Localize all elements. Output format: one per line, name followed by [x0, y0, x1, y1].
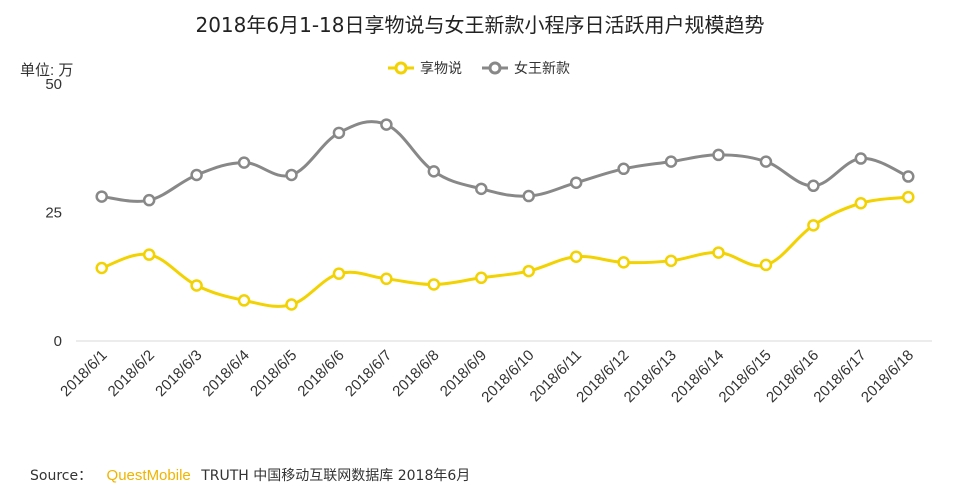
chart-title: 2018年6月1-18日享物说与女王新款小程序日活跃用户规模趋势: [195, 13, 764, 37]
series-line-1: [100, 120, 910, 203]
data-point: [285, 168, 298, 182]
x-tick-label: 2018/6/18: [858, 347, 917, 406]
series-points: [95, 118, 915, 311]
data-point: [380, 118, 393, 131]
data-point: [902, 170, 915, 183]
y-axis: 0 25 50: [45, 76, 62, 350]
legend-marker-nvwangxinkuan: [488, 61, 502, 75]
source-note: Source： QuestMobile TRUTH 中国移动互联网数据库 201…: [30, 467, 470, 484]
data-point: [759, 258, 773, 272]
data-point: [427, 165, 441, 178]
data-point: [569, 250, 583, 263]
y-tick-label: 25: [45, 205, 62, 222]
data-point: [664, 155, 678, 168]
data-point: [190, 279, 203, 292]
data-point: [237, 294, 251, 307]
series-line-0: [100, 195, 910, 308]
data-point: [332, 267, 346, 280]
data-point: [854, 152, 868, 165]
legend-label-xiangwushuo: 享物说: [420, 60, 462, 77]
data-point: [142, 248, 156, 261]
data-point: [807, 179, 820, 193]
x-tick-label: 2018/6/1: [57, 347, 110, 400]
data-point: [569, 176, 583, 189]
source-prefix: Source：: [30, 468, 92, 484]
data-point: [617, 256, 630, 269]
data-point: [522, 264, 535, 278]
data-point: [807, 219, 820, 232]
data-point: [95, 190, 108, 203]
data-point: [285, 298, 298, 311]
x-axis: 2018/6/12018/6/22018/6/32018/6/42018/6/5…: [57, 347, 917, 406]
x-tick-label: 2018/6/2: [105, 347, 158, 400]
data-point: [712, 246, 725, 259]
legend-label-nvwangxinkuan: 女王新款: [514, 60, 570, 77]
x-tick-label: 2018/6/7: [342, 347, 395, 400]
data-point: [664, 254, 678, 268]
legend: 享物说 女王新款: [388, 60, 570, 77]
x-tick-label: 2018/6/3: [152, 347, 205, 400]
source-suffix: TRUTH 中国移动互联网数据库 2018年6月: [200, 468, 470, 484]
data-point: [95, 261, 108, 275]
x-tick-label: 2018/6/4: [200, 347, 253, 400]
x-tick-label: 2018/6/5: [247, 347, 300, 400]
data-point: [190, 168, 203, 182]
data-point: [712, 148, 725, 162]
series-lines: [100, 120, 910, 308]
data-point: [427, 278, 441, 291]
x-tick-label: 2018/6/8: [389, 347, 442, 400]
data-point: [902, 190, 915, 204]
y-tick-label: 50: [45, 76, 62, 93]
legend-marker-xiangwushuo: [394, 61, 408, 75]
source-brand: QuestMobile: [107, 467, 191, 484]
data-point: [475, 271, 488, 285]
data-point: [854, 196, 868, 210]
data-point: [237, 156, 251, 169]
y-tick-label: 0: [54, 333, 62, 350]
data-point: [475, 182, 488, 196]
data-point: [759, 155, 773, 168]
x-tick-label: 2018/6/6: [294, 347, 347, 400]
data-point: [617, 162, 630, 176]
unit-label: 单位: 万: [20, 62, 73, 79]
data-point: [522, 189, 535, 203]
data-point: [332, 126, 346, 140]
data-point: [380, 272, 393, 286]
data-point: [142, 193, 156, 207]
x-tick-label: 2018/6/10: [478, 347, 537, 406]
